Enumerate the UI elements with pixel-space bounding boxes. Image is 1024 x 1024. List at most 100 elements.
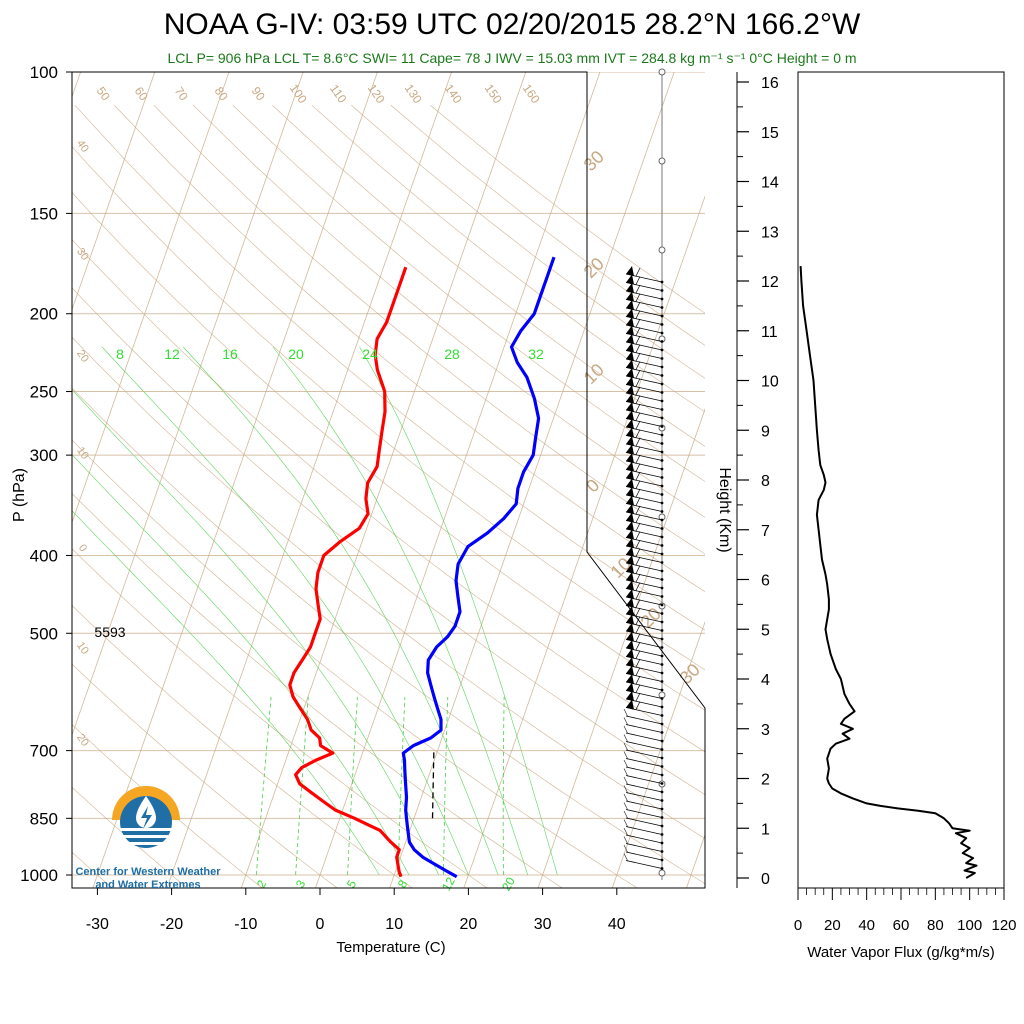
wind-barb-feather (635, 276, 641, 285)
wind-barb-dot (660, 306, 664, 309)
wind-barb-feather (635, 284, 641, 294)
red-sounding-line (288, 266, 408, 878)
wind-barb-feather (623, 802, 629, 811)
dry-adiabat-line (232, 104, 705, 482)
mixing-ratio-line (502, 696, 505, 875)
wind-barb-dot (660, 841, 664, 845)
isotherm-label-left: 20 (74, 732, 91, 749)
isotherm-line (72, 72, 156, 311)
height-tick-label: 9 (761, 423, 770, 440)
y-tick-label: 200 (30, 305, 58, 324)
wind-barb-pennant (626, 300, 634, 310)
wind-barb-feather (623, 810, 629, 820)
wind-barb-pennant (626, 478, 634, 489)
wind-barb-feather (623, 776, 629, 786)
flux-x-tick-label: 60 (893, 917, 910, 934)
wind-barb-pennant (626, 521, 634, 531)
isotherm-label-right: 30 (676, 660, 704, 688)
barb-station-circle (658, 869, 666, 877)
wind-barb-dot (660, 544, 664, 547)
wind-barb-pennant (626, 470, 634, 480)
wind-barb-dot (660, 408, 664, 411)
wind-barb-feather (635, 488, 641, 498)
wind-barb-feather (623, 819, 629, 828)
wind-barb-feather (635, 437, 641, 447)
barb-station-circle (658, 246, 666, 254)
wind-barb-shaft (625, 843, 663, 852)
wind-barb-dot (660, 603, 664, 607)
wind-barb-feather (635, 497, 641, 506)
isotherm-label-right: 10 (580, 360, 608, 388)
wind-barb-pennant (626, 283, 634, 293)
wind-barb-dot (660, 807, 664, 811)
wind-barb-feather (635, 352, 641, 362)
dry-adiabat-line (72, 287, 705, 795)
wind-barb-feather (635, 412, 641, 421)
wind-barb-dot (660, 297, 664, 301)
wind-barb-pennant (626, 393, 634, 404)
wind-barb-feather (623, 717, 629, 726)
dry-adiabat-line (72, 493, 563, 888)
wind-barb-feather (635, 616, 641, 625)
wind-barb-pennant (626, 385, 634, 395)
wind-barb-pennant (626, 674, 634, 684)
dry-adiabat-line (72, 605, 413, 888)
dry-adiabat-line (193, 104, 705, 518)
wind-barb-pennant (626, 631, 634, 642)
wind-barb-dot (660, 756, 664, 760)
mixing-ratio-line (295, 696, 309, 876)
moist-adiabat-line (101, 346, 469, 876)
dry-adiabat-line (114, 104, 705, 593)
flux-x-tick-label: 80 (927, 917, 944, 934)
wind-barb-pennant (626, 512, 634, 523)
chart-title: NOAA G-IV: 03:59 UTC 02/20/2015 28.2°N 1… (163, 8, 861, 41)
height-tick-label: 4 (761, 672, 770, 689)
wind-barb-feather (623, 827, 629, 837)
wind-barb-dot (660, 595, 664, 598)
wind-barb-feather (635, 590, 641, 600)
isotherm-label-left: 10 (74, 640, 91, 657)
isotherm-line (72, 72, 304, 737)
wind-barb-shaft (625, 715, 663, 725)
wind-barb-dot (660, 782, 664, 785)
wind-barb-dot (660, 476, 664, 479)
wind-barb-dot (660, 374, 664, 377)
wind-barb-pennant (626, 682, 634, 693)
flux-x-axis-label: Water Vapor Flux (g/kg*m/s) (807, 944, 995, 961)
dry-adiabat-label: 120 (365, 81, 388, 106)
wind-barb-dot (660, 535, 664, 539)
dry-adiabat-line (72, 439, 638, 888)
wind-barbs-column (623, 68, 666, 880)
isotherm-line (92, 72, 378, 888)
wind-barb-feather (635, 310, 641, 319)
wind-barb-feather (635, 429, 641, 438)
wind-barb-dot (660, 654, 664, 658)
isotherm-label-right: 30 (580, 147, 608, 175)
wind-barb-dot (660, 348, 664, 352)
wind-barb-dot (660, 586, 664, 590)
dry-adiabat-label: 110 (327, 82, 350, 106)
wind-barb-pennant (626, 427, 634, 438)
dry-adiabat-line (72, 145, 705, 671)
wind-barb-dot (660, 697, 664, 700)
moist-adiabat-line (72, 510, 380, 876)
height-tick-label: 12 (761, 274, 779, 291)
wind-barb-feather (635, 692, 641, 702)
wind-barb-feather (635, 301, 641, 311)
wind-barb-feather (635, 471, 641, 481)
wind-barb-dot (660, 799, 664, 802)
x-tick-label: 30 (534, 916, 552, 933)
wind-barb-pennant (626, 453, 634, 463)
wind-barb-dot (660, 425, 664, 428)
wind-barb-dot (660, 790, 664, 794)
wind-barb-feather (635, 403, 641, 413)
y-tick-label: 400 (30, 546, 58, 565)
wind-barb-pennant (626, 699, 634, 710)
wind-barb-dot (660, 671, 664, 675)
wind-barb-feather (635, 293, 641, 302)
isotherm-line (759, 54, 1024, 892)
wind-barb-dot (660, 867, 664, 870)
wind-barb-dot (660, 561, 664, 564)
sounding-series (288, 256, 556, 879)
